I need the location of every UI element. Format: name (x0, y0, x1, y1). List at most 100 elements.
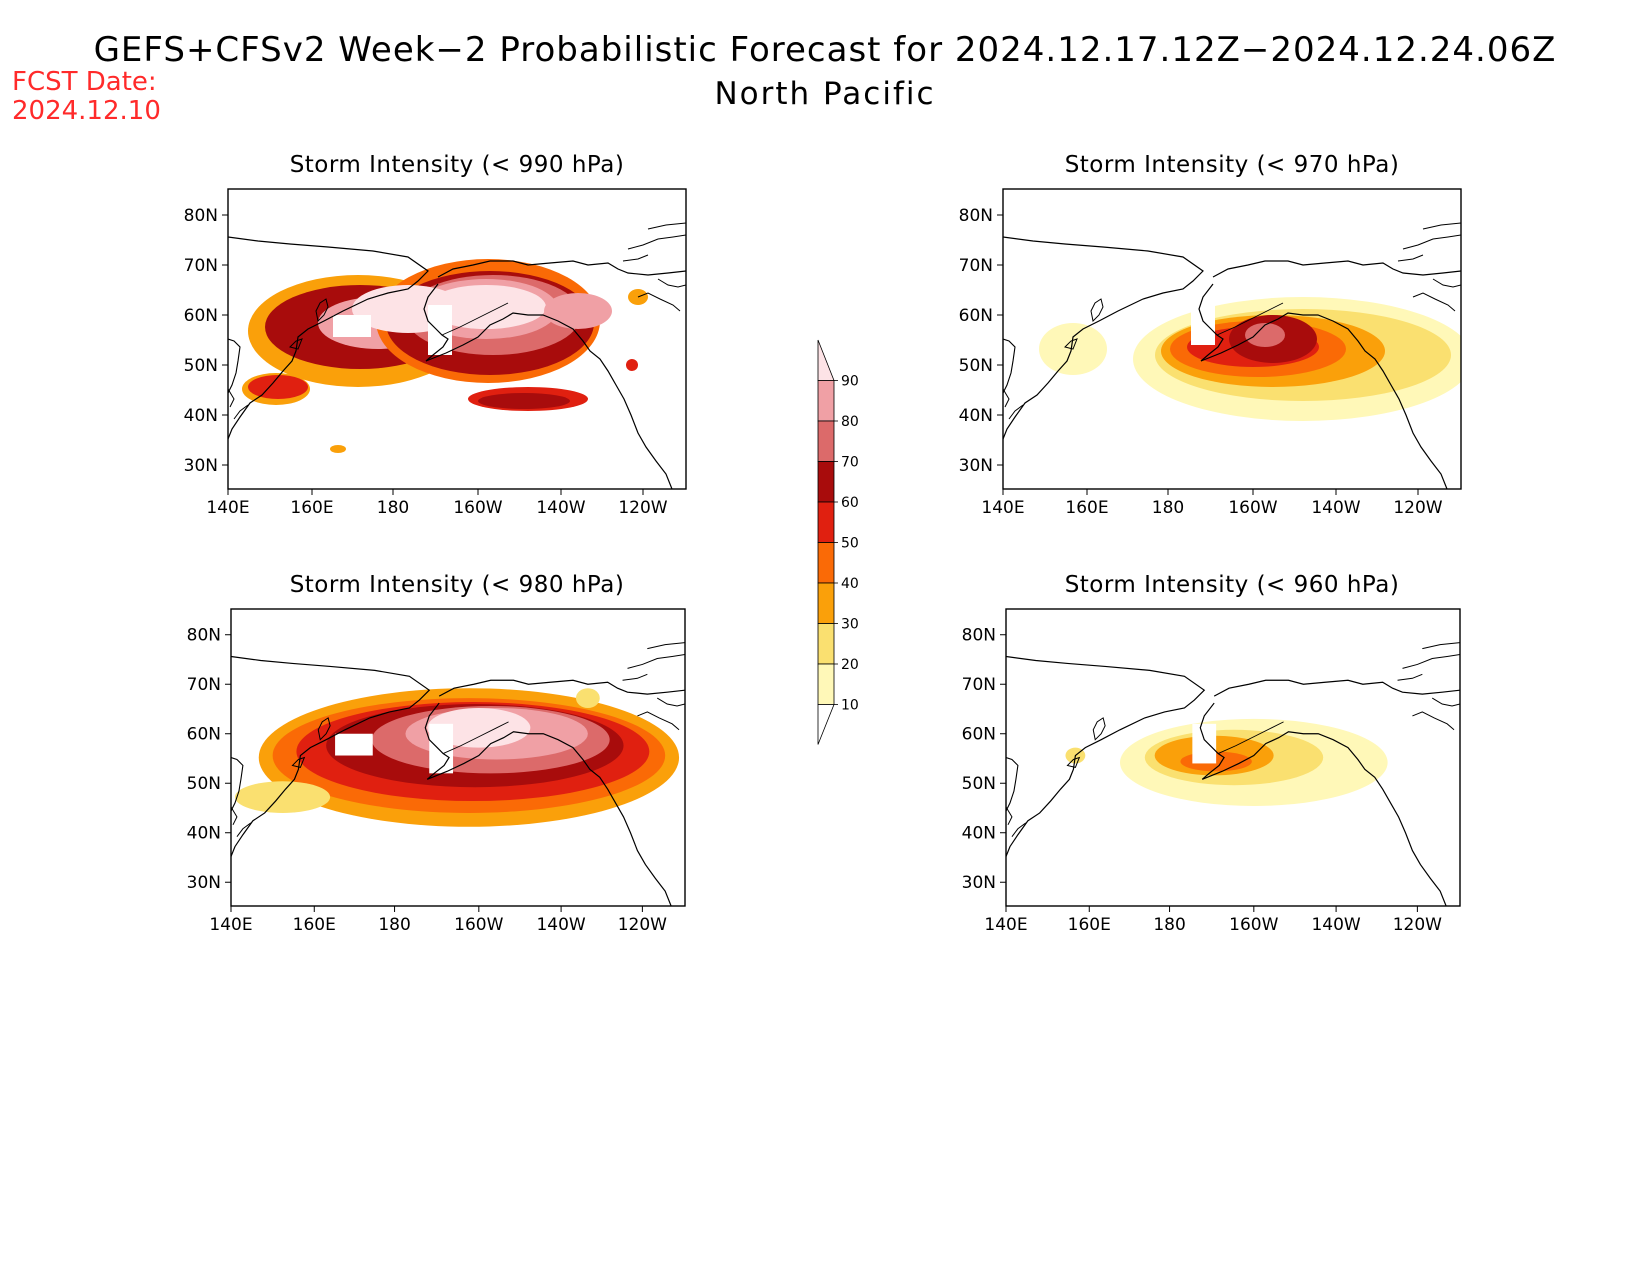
lon-tick-label: 120W (1393, 915, 1442, 935)
lon-tick-label: 140E (984, 915, 1027, 935)
map-plot-area (1003, 189, 1461, 489)
lat-tick-label: 80N (184, 206, 218, 226)
lon-tick-label: 140E (981, 498, 1024, 518)
colorbar-label: 80 (841, 414, 859, 430)
lon-tick-label: 180 (377, 498, 409, 518)
panel-title-960: Storm Intensity (< 960 hPa) (1064, 572, 1400, 598)
lat-tick-label: 50N (187, 774, 221, 794)
lat-tick-label: 50N (184, 356, 218, 376)
colorbar-swatch (817, 623, 835, 665)
colorbar-top-cap (817, 339, 835, 381)
lat-tick-label: 40N (184, 406, 218, 426)
lat-tick-label: 60N (184, 306, 218, 326)
lon-tick-label: 140W (1311, 915, 1360, 935)
lat-tick-label: 60N (962, 725, 996, 745)
lat-tick-label: 30N (962, 873, 996, 893)
lat-tick-label: 80N (959, 206, 993, 226)
lon-tick-label: 180 (378, 915, 410, 935)
lon-tick-label: 160E (293, 915, 336, 935)
colorbar-swatch (817, 501, 835, 543)
map-panel-980: 140E 160E 180 160W 140W 120W 80N 70N 60N 50N 40N 30… (187, 608, 686, 935)
lon-tick-label: 160W (454, 915, 503, 935)
lon-tick-label: 120W (618, 498, 667, 518)
probability-contour (575, 688, 600, 708)
lat-tick-label: 80N (962, 626, 996, 646)
lon-tick-label: 140W (536, 915, 585, 935)
forecast-date-value: 2024.12.10 (12, 96, 161, 126)
colorbar-label: 40 (841, 576, 859, 592)
lon-tick-label: 140E (206, 498, 249, 518)
map-panel-960: 140E 160E 180 160W 140W 120W 80N 70N 60N 50N 40N 30… (962, 608, 1461, 935)
lon-tick-label: 160W (1229, 915, 1278, 935)
probability-contour (248, 375, 308, 399)
lon-tick-label: 180 (1153, 915, 1185, 935)
map-frame (1005, 608, 1461, 907)
lon-tick-label: 120W (618, 915, 667, 935)
probability-contour (234, 781, 331, 813)
colorbar-label: 30 (841, 617, 859, 633)
colorbar-swatch (817, 663, 835, 705)
colorbar-label: 60 (841, 495, 859, 511)
lat-tick-label: 40N (959, 406, 993, 426)
lon-tick-label: 160W (453, 498, 502, 518)
forecast-date: FCST Date: 2024.12.10 (12, 68, 161, 126)
panel-title-990: Storm Intensity (< 990 hPa) (289, 152, 625, 178)
lat-tick-label: 70N (959, 256, 993, 276)
colorbar-bottom-cap (817, 704, 835, 745)
lon-tick-label: 160E (1068, 915, 1111, 935)
map-frame (1002, 188, 1462, 490)
colorbar-swatch (817, 582, 835, 624)
colorbar-label: 10 (841, 698, 859, 714)
map-plot-area (231, 609, 685, 906)
probability-contour (478, 393, 570, 409)
colorbar-swatch (817, 380, 835, 422)
probability-contour (1245, 323, 1285, 347)
lon-tick-label: 160W (1228, 498, 1277, 518)
lon-tick-label: 180 (1152, 498, 1184, 518)
map-plot-area (1006, 609, 1460, 906)
lat-tick-label: 40N (962, 824, 996, 844)
colorbar-swatch (817, 461, 835, 503)
colorbar-label: 20 (841, 657, 859, 673)
lat-tick-label: 30N (184, 456, 218, 476)
lon-tick-label: 160E (290, 498, 333, 518)
lat-tick-label: 70N (187, 675, 221, 695)
lon-tick-label: 120W (1393, 498, 1442, 518)
lat-tick-label: 70N (184, 256, 218, 276)
probability-contour (626, 359, 638, 371)
lat-tick-label: 50N (959, 356, 993, 376)
panel-title-970: Storm Intensity (< 970 hPa) (1064, 152, 1400, 178)
lon-tick-label: 140W (1311, 498, 1360, 518)
probability-contour (544, 293, 612, 329)
colorbar-swatch (817, 542, 835, 584)
probability-field (1065, 718, 1388, 807)
lat-tick-label: 60N (959, 306, 993, 326)
lat-tick-label: 70N (962, 675, 996, 695)
lon-tick-label: 160E (1065, 498, 1108, 518)
map-panel-990: 140E 160E 180 160W 140W 120W 80N 70N 60N 50N 40N 30… (184, 188, 687, 518)
map-panel-970: 140E 160E 180 160W 140W 120W 80N 70N 60N 50N 40N 30… (959, 188, 1462, 518)
probability-contour (330, 445, 346, 453)
lat-tick-label: 40N (187, 824, 221, 844)
lat-tick-label: 80N (187, 626, 221, 646)
probability-field (234, 688, 680, 827)
colorbar-label: 90 (841, 374, 859, 390)
colorbar-swatch (817, 420, 835, 462)
lat-tick-label: 50N (962, 774, 996, 794)
colorbar: 90 80 70 60 50 40 30 20 10 (817, 339, 859, 745)
subtitle: North Pacific (714, 76, 936, 112)
map-frame (227, 188, 687, 490)
forecast-date-label: FCST Date: (12, 67, 157, 97)
main-title: GEFS+CFSv2 Week−2 Probabilistic Forecast… (93, 30, 1557, 70)
map-frame (230, 608, 686, 907)
panel-title-980: Storm Intensity (< 980 hPa) (289, 572, 625, 598)
map-plot-area (228, 189, 686, 489)
lat-tick-label: 30N (187, 873, 221, 893)
lon-tick-label: 140W (536, 498, 585, 518)
lat-tick-label: 30N (959, 456, 993, 476)
lat-tick-label: 60N (187, 725, 221, 745)
colorbar-label: 70 (841, 455, 859, 471)
colorbar-label: 50 (841, 536, 859, 552)
lon-tick-label: 140E (209, 915, 252, 935)
